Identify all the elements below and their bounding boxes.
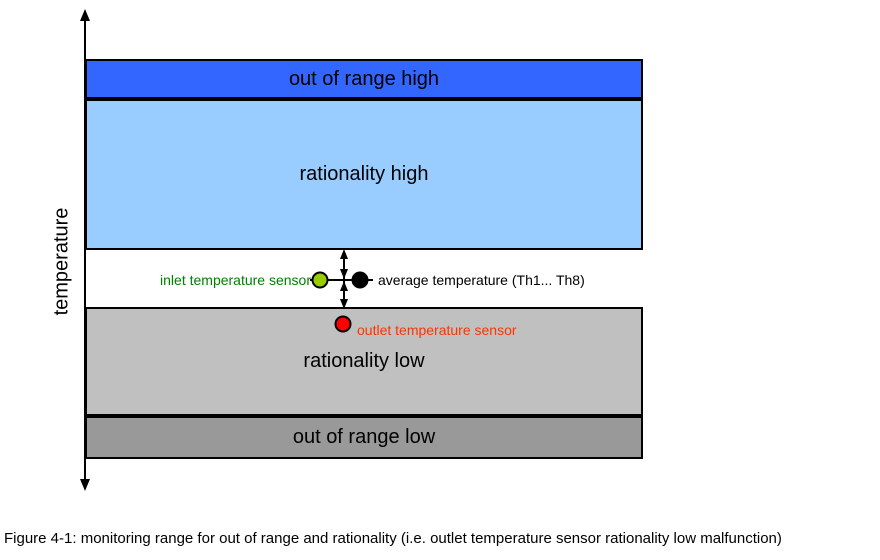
average-temperature-marker	[351, 271, 369, 289]
band-rationality-high-label: rationality high	[299, 163, 429, 185]
y-axis-title: temperature	[50, 207, 73, 316]
inlet-sensor-label: inlet temperature sensor	[160, 272, 311, 288]
tolerance-mid-up-arrow-icon	[340, 281, 348, 291]
tolerance-mid-down-arrow-icon	[340, 269, 348, 279]
band-out-of-range-high-label: out of range high	[288, 67, 440, 90]
y-axis-up-arrow-icon	[80, 9, 90, 21]
band-out-of-range-high: out of range high	[85, 59, 643, 99]
band-rationality-high: rationality high	[85, 99, 643, 250]
figure-caption: Figure 4-1: monitoring range for out of …	[4, 530, 782, 547]
band-rationality-low: rationality low	[85, 307, 643, 416]
average-temperature-label: average temperature (Th1... Th8)	[378, 272, 585, 288]
band-out-of-range-low: out of range low	[85, 416, 643, 459]
y-axis-down-arrow-icon	[80, 479, 90, 491]
band-rationality-low-label: rationality low	[303, 350, 425, 372]
outlet-sensor-label: outlet temperature sensor	[357, 322, 517, 338]
tolerance-up-arrow-icon	[340, 249, 348, 259]
tolerance-arrows	[340, 249, 348, 309]
inlet-sensor-marker	[311, 271, 329, 289]
band-out-of-range-low-label: out of range low	[292, 426, 436, 448]
